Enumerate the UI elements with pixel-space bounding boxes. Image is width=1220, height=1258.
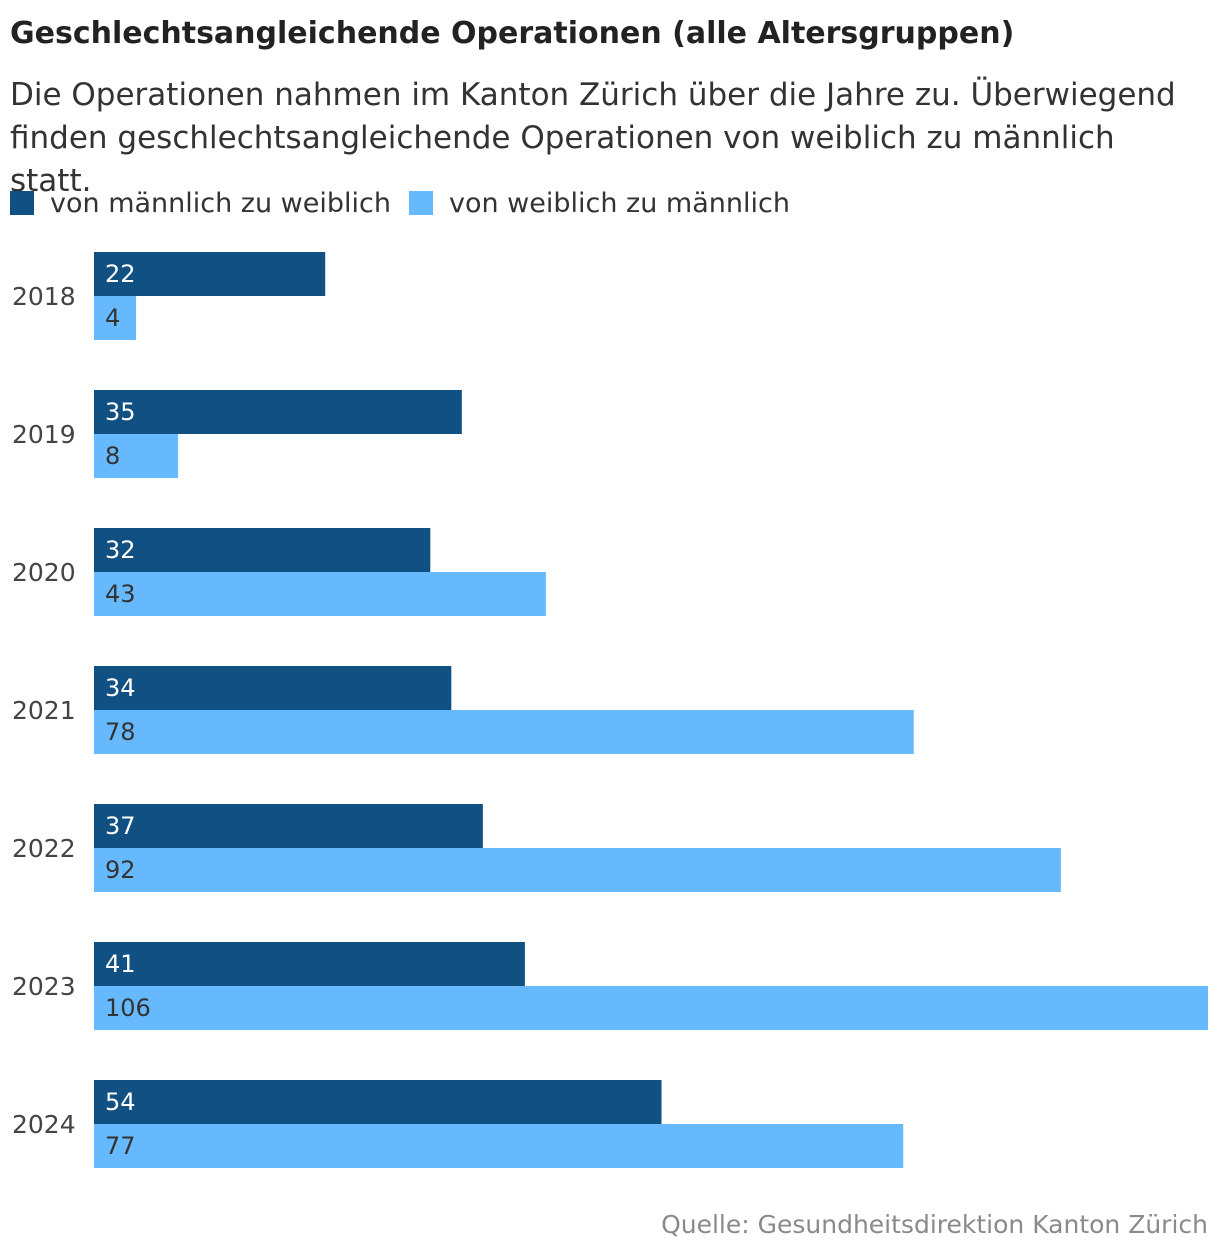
value-label-male-to-female-2022: 37 (105, 812, 136, 840)
bar-male-to-female-2023 (94, 942, 525, 986)
legend-item-male-to-female: von männlich zu weiblich (10, 188, 391, 219)
bar-female-to-male-2022 (94, 848, 1061, 892)
bar-male-to-female-2020 (94, 528, 431, 572)
legend-label-female-to-male: von weiblich zu männlich (448, 187, 790, 219)
year-label-2023: 2023 (12, 972, 76, 1001)
year-label-2024: 2024 (12, 1110, 76, 1139)
value-label-female-to-male-2022: 92 (105, 856, 136, 884)
legend-swatch-male-to-female (10, 191, 34, 215)
value-label-female-to-male-2020: 43 (105, 580, 136, 608)
year-label-2019: 2019 (12, 420, 76, 449)
bar-female-to-male-2018 (94, 296, 137, 340)
chart-legend: von männlich zu weiblich von weiblich zu… (10, 186, 808, 220)
bar-female-to-male-2023 (94, 986, 1208, 1030)
bar-male-to-female-2024 (94, 1080, 662, 1124)
bar-male-to-female-2022 (94, 804, 483, 848)
legend-item-female-to-male: von weiblich zu männlich (408, 187, 790, 219)
bar-female-to-male-2021 (94, 710, 914, 754)
value-label-male-to-female-2020: 32 (105, 536, 136, 564)
value-label-female-to-male-2024: 77 (105, 1132, 136, 1160)
legend-swatch-female-to-male (408, 191, 433, 215)
year-label-2020: 2020 (12, 558, 76, 587)
value-label-female-to-male-2018: 4 (105, 304, 120, 332)
chart-subtitle: Die Operationen nahmen im Kanton Zürich … (10, 77, 1176, 199)
source-note: Quelle: Gesundheitsdirektion Kanton Züri… (661, 1210, 1208, 1239)
bar-female-to-male-2024 (94, 1124, 904, 1168)
value-label-male-to-female-2019: 35 (105, 398, 136, 426)
bar-male-to-female-2018 (94, 252, 326, 296)
value-label-male-to-female-2018: 22 (105, 260, 136, 288)
value-label-male-to-female-2023: 41 (105, 950, 136, 978)
legend-label-male-to-female: von männlich zu weiblich (50, 187, 391, 219)
year-label-2021: 2021 (12, 696, 76, 725)
bar-female-to-male-2019 (94, 434, 179, 478)
chart-title: Geschlechtsangleichende Operationen (all… (10, 16, 1015, 51)
year-label-2022: 2022 (12, 834, 76, 863)
bar-female-to-male-2020 (94, 572, 546, 616)
bar-male-to-female-2021 (94, 666, 452, 710)
value-label-female-to-male-2021: 78 (105, 718, 136, 746)
value-label-male-to-female-2024: 54 (105, 1088, 136, 1116)
bar-chart: 2018 22 4 2019 35 8 2020 32 43 2021 34 78 2022 37 92 20… (12, 252, 1208, 1168)
bar-male-to-female-2019 (94, 390, 462, 434)
value-label-female-to-male-2019: 8 (105, 442, 120, 470)
value-label-female-to-male-2023: 106 (105, 994, 151, 1022)
value-label-male-to-female-2021: 34 (105, 674, 136, 702)
year-label-2018: 2018 (12, 282, 76, 311)
